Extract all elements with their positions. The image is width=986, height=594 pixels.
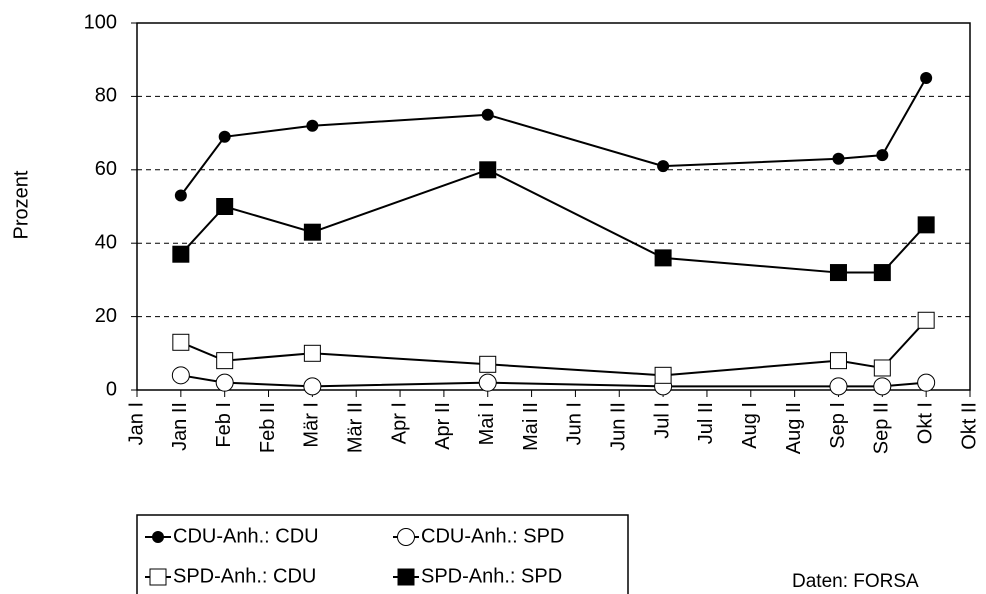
y-tick-label: 100	[84, 11, 117, 33]
legend-marker	[397, 568, 415, 586]
x-tick-label: Aug II	[783, 402, 805, 454]
marker	[873, 264, 891, 282]
x-tick-label: Mär II	[344, 402, 366, 453]
marker	[171, 366, 190, 385]
marker	[654, 249, 672, 267]
series-line	[180, 319, 927, 377]
legend-marker	[149, 568, 167, 586]
legend-marker	[397, 528, 415, 546]
legend-label: SPD-Anh.: CDU	[173, 565, 316, 587]
x-tick-label: Aug I	[739, 402, 761, 449]
marker	[481, 108, 494, 121]
marker	[478, 373, 497, 392]
x-tick-label: Mai I	[476, 402, 498, 445]
x-tick-label: Jul II	[695, 402, 717, 444]
y-tick-label: 40	[95, 231, 117, 253]
marker	[479, 161, 497, 179]
marker	[829, 352, 847, 370]
x-tick-label: Sep II	[871, 402, 893, 454]
x-tick-label: Jul I	[651, 402, 673, 439]
marker	[829, 377, 848, 396]
x-tick-label: Jun II	[608, 402, 630, 451]
y-tick-label: 60	[95, 158, 117, 180]
y-tick-label: 0	[106, 378, 117, 400]
marker	[216, 352, 234, 370]
series-line	[180, 374, 927, 388]
marker	[657, 160, 670, 173]
marker	[873, 359, 891, 377]
marker	[306, 119, 319, 132]
marker	[303, 377, 322, 396]
marker	[303, 344, 321, 362]
x-tick-label: Apr I	[388, 402, 410, 444]
series-line	[180, 168, 927, 274]
marker	[917, 373, 936, 392]
legend-label: CDU-Anh.: CDU	[173, 525, 319, 547]
y-tick-label: 80	[95, 85, 117, 107]
x-tick-label: Feb II	[257, 402, 279, 453]
legend-label: SPD-Anh.: SPD	[421, 565, 562, 587]
y-tick-label: 20	[95, 305, 117, 327]
x-tick-label: Sep I	[827, 402, 849, 449]
source-note: Daten: FORSA	[792, 571, 919, 592]
marker	[174, 189, 187, 202]
x-tick-label: Okt II	[958, 402, 980, 450]
plot-frame	[136, 22, 971, 391]
x-tick-label: Jun I	[564, 402, 586, 445]
marker	[172, 245, 190, 263]
marker	[832, 152, 845, 165]
marker	[829, 264, 847, 282]
marker	[479, 355, 497, 373]
marker	[172, 333, 190, 351]
x-tick-label: Jan II	[169, 402, 191, 451]
marker	[303, 223, 321, 241]
marker	[216, 198, 234, 215]
legend-box	[136, 514, 629, 594]
x-tick-label: Mai II	[520, 402, 542, 451]
marker	[215, 373, 234, 392]
marker	[218, 130, 231, 143]
y-axis-label: Prozent	[10, 170, 32, 239]
x-tick-label: Apr II	[432, 402, 454, 450]
marker	[920, 72, 933, 85]
marker	[876, 149, 889, 162]
marker	[654, 366, 672, 384]
marker	[917, 216, 935, 234]
series-line	[180, 77, 928, 197]
marker	[873, 377, 892, 396]
x-tick-label: Jan I	[125, 402, 147, 445]
x-tick-label: Okt I	[914, 402, 936, 444]
legend-label: CDU-Anh.: SPD	[421, 525, 564, 547]
x-tick-label: Mär I	[301, 402, 323, 448]
marker	[917, 311, 935, 329]
x-tick-label: Feb I	[213, 402, 235, 448]
legend-marker	[152, 531, 164, 543]
